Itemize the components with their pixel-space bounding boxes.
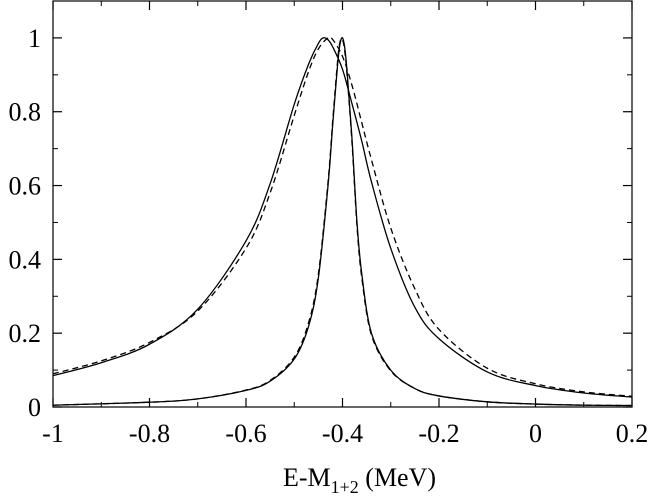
x-axis-title-main: E-M: [283, 463, 331, 492]
x-tick-label: -0.4: [322, 419, 363, 448]
y-tick-label: 0.8: [9, 98, 42, 127]
y-tick-label: 0.2: [9, 319, 42, 348]
y-tick-label: 1: [28, 24, 41, 53]
x-axis: -1 -0.8 -0.6 -0.4 -0.2 0 0.2: [42, 1, 648, 448]
plot-lines: [52, 36, 633, 407]
x-tick-label: 0.2: [616, 419, 649, 448]
y-tick-label: 0.6: [9, 172, 42, 201]
x-tick-label: -0.6: [225, 419, 266, 448]
y-axis: 0 0.2 0.4 0.6 0.8 1: [9, 24, 632, 422]
x-tick-label: -0.8: [129, 419, 170, 448]
series-line-4-dashed: [52, 37, 633, 407]
x-tick-label: -0.2: [418, 419, 459, 448]
x-axis-title: E-M1+2 (MeV): [283, 463, 436, 497]
plot-frame: [52, 0, 633, 408]
x-tick-label: -1: [42, 419, 64, 448]
x-axis-title-subscript: 1+2: [331, 477, 359, 497]
x-axis-title-unit: (MeV): [359, 463, 436, 492]
series-line-3-solid: [52, 37, 633, 407]
x-tick-label: 0: [529, 419, 542, 448]
series-line-1-solid: [52, 37, 633, 398]
y-tick-label: 0: [28, 393, 41, 422]
series-line-2-dashed: [52, 36, 633, 397]
y-tick-label: 0.4: [9, 245, 42, 274]
